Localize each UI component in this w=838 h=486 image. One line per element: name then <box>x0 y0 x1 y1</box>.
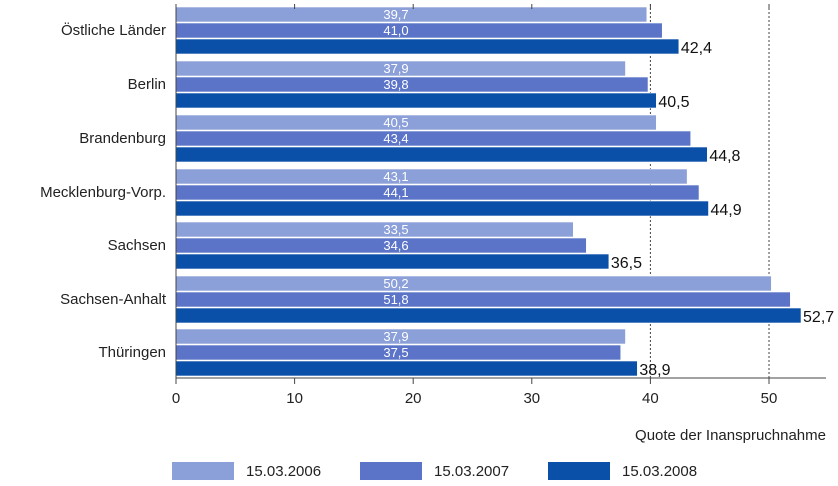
value-label-oestliche-laender-2006: 39,7 <box>383 7 408 22</box>
legend-item-2008: 15.03.2008 <box>548 458 697 484</box>
x-tick-label-50: 50 <box>761 390 778 407</box>
bar-sachsen-2006 <box>175 221 574 238</box>
value-label-sachsen-2007: 34,6 <box>383 238 408 253</box>
bar-oestliche-laender-2008 <box>175 38 680 55</box>
bar-sachsen-2008 <box>175 253 610 270</box>
labels-layer: Östliche Länder39,741,042,4Berlin37,939,… <box>40 7 834 379</box>
legend-label-2006: 15.03.2006 <box>246 462 322 480</box>
bar-berlin-2008 <box>175 92 657 109</box>
category-label-oestliche-laender: Östliche Länder <box>61 21 166 39</box>
bar-sachsen-anhalt-2008 <box>175 307 802 324</box>
value-label-brandenburg-2007: 43,4 <box>383 131 408 146</box>
x-axis: 0 10 20 30 40 50 <box>172 4 826 407</box>
value-label-berlin-2008: 40,5 <box>658 94 689 111</box>
value-label-thueringen-2006: 37,9 <box>383 329 408 344</box>
value-label-oestliche-laender-2008: 42,4 <box>681 40 712 57</box>
category-label-mecklenburg-vorp: Mecklenburg-Vorp. <box>40 184 166 201</box>
category-label-thueringen: Thüringen <box>98 344 166 361</box>
bar-mecklenburg-vorp-2008 <box>175 200 709 217</box>
value-label-sachsen-2006: 33,5 <box>383 222 408 237</box>
x-tick-label-0: 0 <box>172 390 180 407</box>
legend: 15.03.2006 15.03.2007 15.03.2008 <box>0 458 838 484</box>
bar-oestliche-laender-2007 <box>175 22 663 39</box>
bar-thueringen-2008 <box>175 360 638 377</box>
bar-sachsen-2007 <box>175 237 587 254</box>
value-label-thueringen-2007: 37,5 <box>383 345 408 360</box>
value-label-sachsen-anhalt-2008: 52,7 <box>803 309 834 326</box>
bar-mecklenburg-vorp-2006 <box>175 168 688 185</box>
value-label-sachsen-anhalt-2006: 50,2 <box>383 276 408 291</box>
legend-label-2007: 15.03.2007 <box>434 462 510 480</box>
x-axis-title: Quote der Inanspruchnahme <box>635 427 826 444</box>
value-label-sachsen-2008: 36,5 <box>611 255 642 272</box>
bar-sachsen-anhalt-2007 <box>175 291 791 308</box>
x-tick-label-30: 30 <box>523 390 540 407</box>
value-label-brandenburg-2008: 44,8 <box>709 148 740 165</box>
bar-mecklenburg-vorp-2007 <box>175 184 700 201</box>
category-label-sachsen: Sachsen <box>108 237 166 254</box>
legend-swatch-2006 <box>172 462 234 480</box>
legend-swatch-2008 <box>548 462 610 480</box>
category-label-sachsen-anhalt: Sachsen-Anhalt <box>60 291 167 308</box>
category-label-berlin: Berlin <box>128 76 166 93</box>
value-label-mecklenburg-vorp-2007: 44,1 <box>383 185 408 200</box>
bar-oestliche-laender-2006 <box>175 6 648 23</box>
value-label-oestliche-laender-2007: 41,0 <box>383 23 408 38</box>
legend-label-2008: 15.03.2008 <box>622 462 698 480</box>
x-tick-label-20: 20 <box>405 390 422 407</box>
bar-sachsen-anhalt-2006 <box>175 275 772 292</box>
bar-brandenburg-2008 <box>175 146 708 163</box>
legend-item-2007: 15.03.2007 <box>360 458 509 484</box>
x-tick-label-10: 10 <box>286 390 303 407</box>
value-label-mecklenburg-vorp-2008: 44,9 <box>711 202 742 219</box>
legend-swatch-2007 <box>360 462 422 480</box>
value-label-sachsen-anhalt-2007: 51,8 <box>383 292 408 307</box>
value-label-berlin-2007: 39,8 <box>383 77 408 92</box>
value-label-berlin-2006: 37,9 <box>383 61 408 76</box>
value-label-brandenburg-2006: 40,5 <box>383 115 408 130</box>
bar-berlin-2007 <box>175 76 649 93</box>
value-label-mecklenburg-vorp-2006: 43,1 <box>383 169 408 184</box>
x-tick-label-40: 40 <box>642 390 659 407</box>
bar-brandenburg-2007 <box>175 130 692 147</box>
legend-item-2006: 15.03.2006 <box>172 458 321 484</box>
value-label-thueringen-2008: 38,9 <box>639 362 670 379</box>
bars-layer <box>175 6 802 377</box>
bar-brandenburg-2006 <box>175 114 657 131</box>
category-label-brandenburg: Brandenburg <box>79 130 166 147</box>
